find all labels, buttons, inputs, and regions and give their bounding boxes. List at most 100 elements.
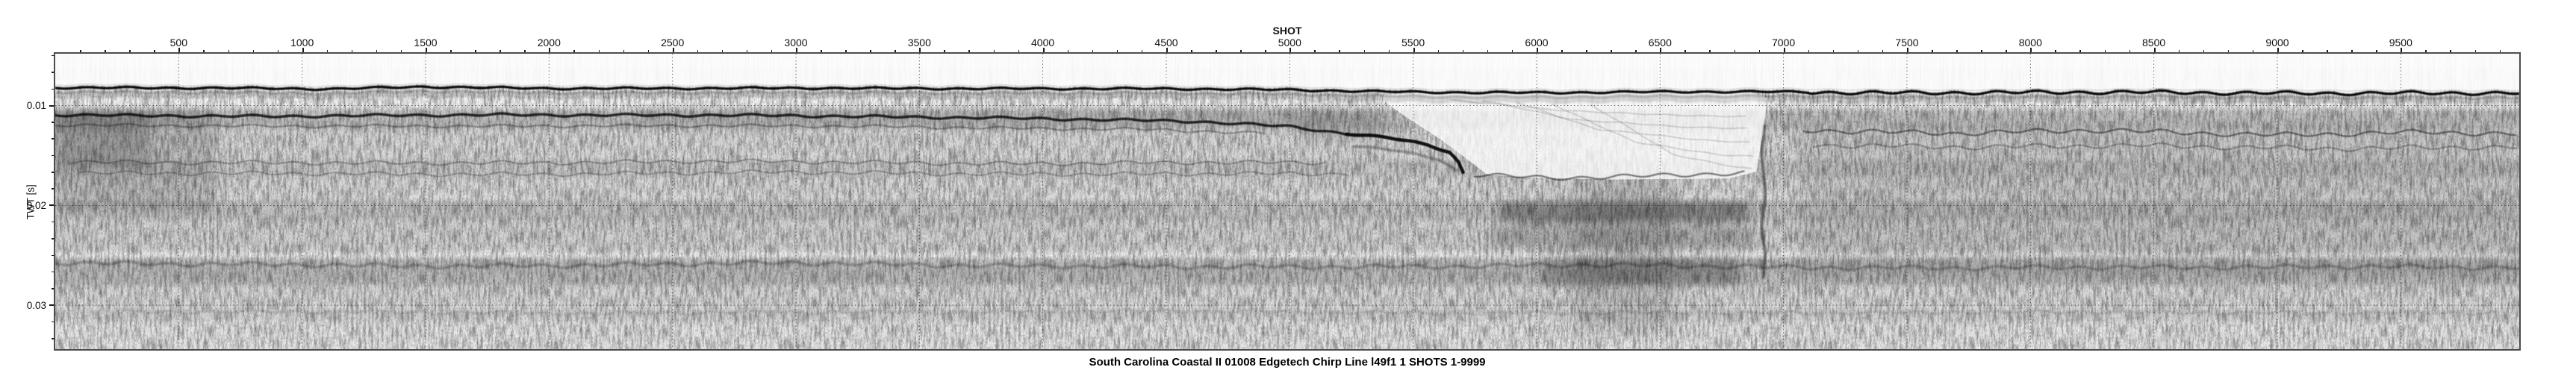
shot-tick-minor — [1216, 50, 1217, 52]
shot-tick-label: 8500 — [2142, 37, 2166, 48]
shot-tick-minor — [1018, 50, 1020, 52]
shot-tick-major — [549, 48, 551, 52]
shot-tick-major — [1537, 48, 1538, 52]
shot-tick-minor — [1437, 50, 1440, 52]
shot-tick-major — [178, 48, 181, 52]
shot-tick-minor — [1857, 50, 1859, 52]
shot-tick-minor — [376, 50, 378, 52]
shot-tick-minor — [2006, 50, 2007, 52]
twt-tick-minor — [52, 271, 54, 273]
shot-tick-major — [672, 48, 674, 52]
shot-tick-minor — [277, 50, 279, 52]
shot-tick-minor — [944, 50, 945, 52]
shot-tick-minor — [1734, 50, 1735, 52]
shot-tick-label: 4000 — [1031, 37, 1055, 48]
shot-tick-minor — [771, 50, 773, 52]
shot-axis-title: SHOT — [1272, 25, 1302, 37]
shot-tick-major — [1166, 48, 1168, 52]
seafloor-reflector — [55, 83, 2519, 105]
shot-tick-minor — [2203, 50, 2205, 52]
shot-tick-major — [1413, 48, 1415, 52]
shot-tick-minor — [2302, 50, 2303, 52]
shot-tick-major — [2153, 48, 2156, 52]
shot-tick-label: 8000 — [2018, 37, 2042, 48]
noise-streaks — [55, 54, 2519, 349]
seafloor-echo-2 — [55, 93, 2519, 105]
reflector-sub-bottom-1 — [55, 112, 1347, 136]
twt-tick-minor — [52, 321, 54, 323]
shot-tick-minor — [1808, 50, 1810, 52]
shot-tick-minor — [1462, 50, 1464, 52]
shot-tick-minor — [968, 50, 970, 52]
shot-tick-minor — [1388, 50, 1390, 52]
shot-tick-major — [1660, 48, 1662, 52]
shot-tick-label: 5500 — [1401, 37, 1425, 48]
shot-tick-minor — [228, 50, 229, 52]
twt-tick-minor — [52, 238, 54, 239]
shot-tick-major — [2030, 48, 2032, 52]
shot-tick-minor — [1265, 50, 1266, 52]
shot-tick-minor — [1932, 50, 1933, 52]
shot-tick-minor — [252, 50, 254, 52]
shot-tick-minor — [2252, 50, 2254, 52]
shot-tick-minor — [895, 50, 896, 52]
shot-tick-minor — [2079, 50, 2081, 52]
shot-tick-minor — [2178, 50, 2180, 52]
seismic-section-image — [55, 54, 2519, 349]
seafloor-ghost — [55, 83, 2519, 92]
shot-tick-major — [1042, 48, 1045, 52]
twt-tick-label: 0.01 — [26, 100, 46, 112]
shot-tick-minor — [845, 50, 847, 52]
shot-tick-label: 6000 — [1525, 37, 1549, 48]
shot-tick-label: 1000 — [290, 37, 314, 48]
shot-tick-label: 500 — [169, 37, 187, 48]
shot-tick-label: 7500 — [1895, 37, 1919, 48]
shot-tick-label: 3500 — [907, 37, 931, 48]
shot-tick-minor — [2425, 50, 2427, 52]
twt-tick-major — [49, 104, 54, 107]
shot-tick-major — [1289, 48, 1292, 52]
figure-title: South Carolina Coastal II 01008 Edgetech… — [1089, 356, 1486, 369]
twt-tick-minor — [52, 122, 54, 123]
shot-tick-minor — [105, 50, 106, 52]
shot-tick-minor — [2351, 50, 2353, 52]
shot-tick-label: 9500 — [2389, 37, 2412, 48]
shot-tick-minor — [1758, 50, 1761, 52]
shot-tick-minor — [1141, 50, 1143, 52]
twt-tick-minor — [52, 254, 54, 256]
shot-tick-minor — [1709, 50, 1711, 52]
shot-tick-major — [796, 48, 797, 52]
twt-tick-label: 0.02 — [26, 199, 46, 211]
shot-tick-minor — [1981, 50, 1982, 52]
shot-tick-minor — [1611, 50, 1612, 52]
sub-bottom-reflectors — [55, 112, 2519, 316]
shot-tick-minor — [1240, 50, 1242, 52]
twt-axis-title: TWT [s] — [25, 184, 37, 220]
shot-tick-minor — [80, 50, 81, 52]
shot-tick-minor — [500, 50, 501, 52]
shot-tick-major — [426, 48, 427, 52]
shot-tick-minor — [1635, 50, 1637, 52]
shot-tick-minor — [647, 50, 650, 52]
shot-tick-minor — [1561, 50, 1563, 52]
twt-tick-minor — [52, 154, 54, 157]
shot-tick-minor — [1191, 50, 1192, 52]
shot-tick-major — [2277, 48, 2279, 52]
shot-tick-minor — [598, 50, 600, 52]
shot-tick-minor — [2376, 50, 2377, 52]
shot-tick-minor — [154, 50, 155, 52]
shot-tick-minor — [721, 50, 724, 52]
shot-tick-minor — [1684, 50, 1686, 52]
shot-tick-minor — [746, 50, 748, 52]
shot-tick-minor — [2474, 50, 2476, 52]
shot-tick-label: 9000 — [2265, 37, 2289, 48]
shot-tick-minor — [623, 50, 624, 52]
shot-tick-major — [2401, 48, 2403, 52]
shot-tick-minor — [1956, 50, 1958, 52]
twt-tick-minor — [52, 138, 54, 140]
reflector-mid-wavy-a — [69, 158, 1325, 166]
twt-tick-minor — [52, 338, 54, 339]
shot-tick-minor — [1511, 50, 1513, 52]
shot-tick-minor — [1314, 50, 1316, 52]
reflector-sub-bottom-1-echo — [55, 122, 1266, 135]
